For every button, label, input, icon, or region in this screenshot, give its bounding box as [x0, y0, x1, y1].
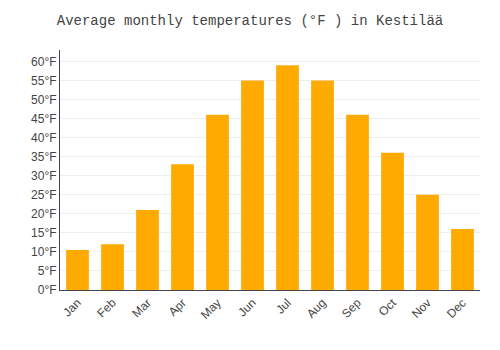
- svg-text:60°F: 60°F: [31, 55, 56, 69]
- svg-text:10°F: 10°F: [31, 245, 56, 259]
- svg-text:35°F: 35°F: [31, 150, 56, 164]
- svg-text:Nov: Nov: [409, 296, 434, 321]
- svg-text:Dec: Dec: [444, 296, 469, 321]
- svg-text:Apr: Apr: [166, 296, 189, 319]
- svg-text:Jun: Jun: [235, 296, 259, 320]
- svg-text:20°F: 20°F: [31, 207, 56, 221]
- svg-text:Feb: Feb: [94, 296, 119, 321]
- svg-text:40°F: 40°F: [31, 131, 56, 145]
- svg-text:50°F: 50°F: [31, 93, 56, 107]
- svg-text:Aug: Aug: [304, 296, 329, 321]
- svg-text:Average monthly temperatures (: Average monthly temperatures (°F ) in Ke…: [57, 13, 443, 29]
- svg-text:15°F: 15°F: [31, 226, 56, 240]
- svg-text:Mar: Mar: [129, 296, 154, 321]
- svg-text:5°F: 5°F: [38, 264, 57, 278]
- svg-text:Oct: Oct: [376, 295, 400, 319]
- svg-text:Sep: Sep: [339, 296, 364, 321]
- svg-text:25°F: 25°F: [31, 188, 56, 202]
- svg-text:Jan: Jan: [60, 296, 84, 320]
- svg-text:30°F: 30°F: [31, 169, 56, 183]
- svg-text:45°F: 45°F: [31, 112, 56, 126]
- svg-text:55°F: 55°F: [31, 74, 56, 88]
- svg-text:May: May: [198, 296, 224, 322]
- svg-text:0°F: 0°F: [38, 283, 57, 297]
- svg-text:Jul: Jul: [273, 296, 294, 317]
